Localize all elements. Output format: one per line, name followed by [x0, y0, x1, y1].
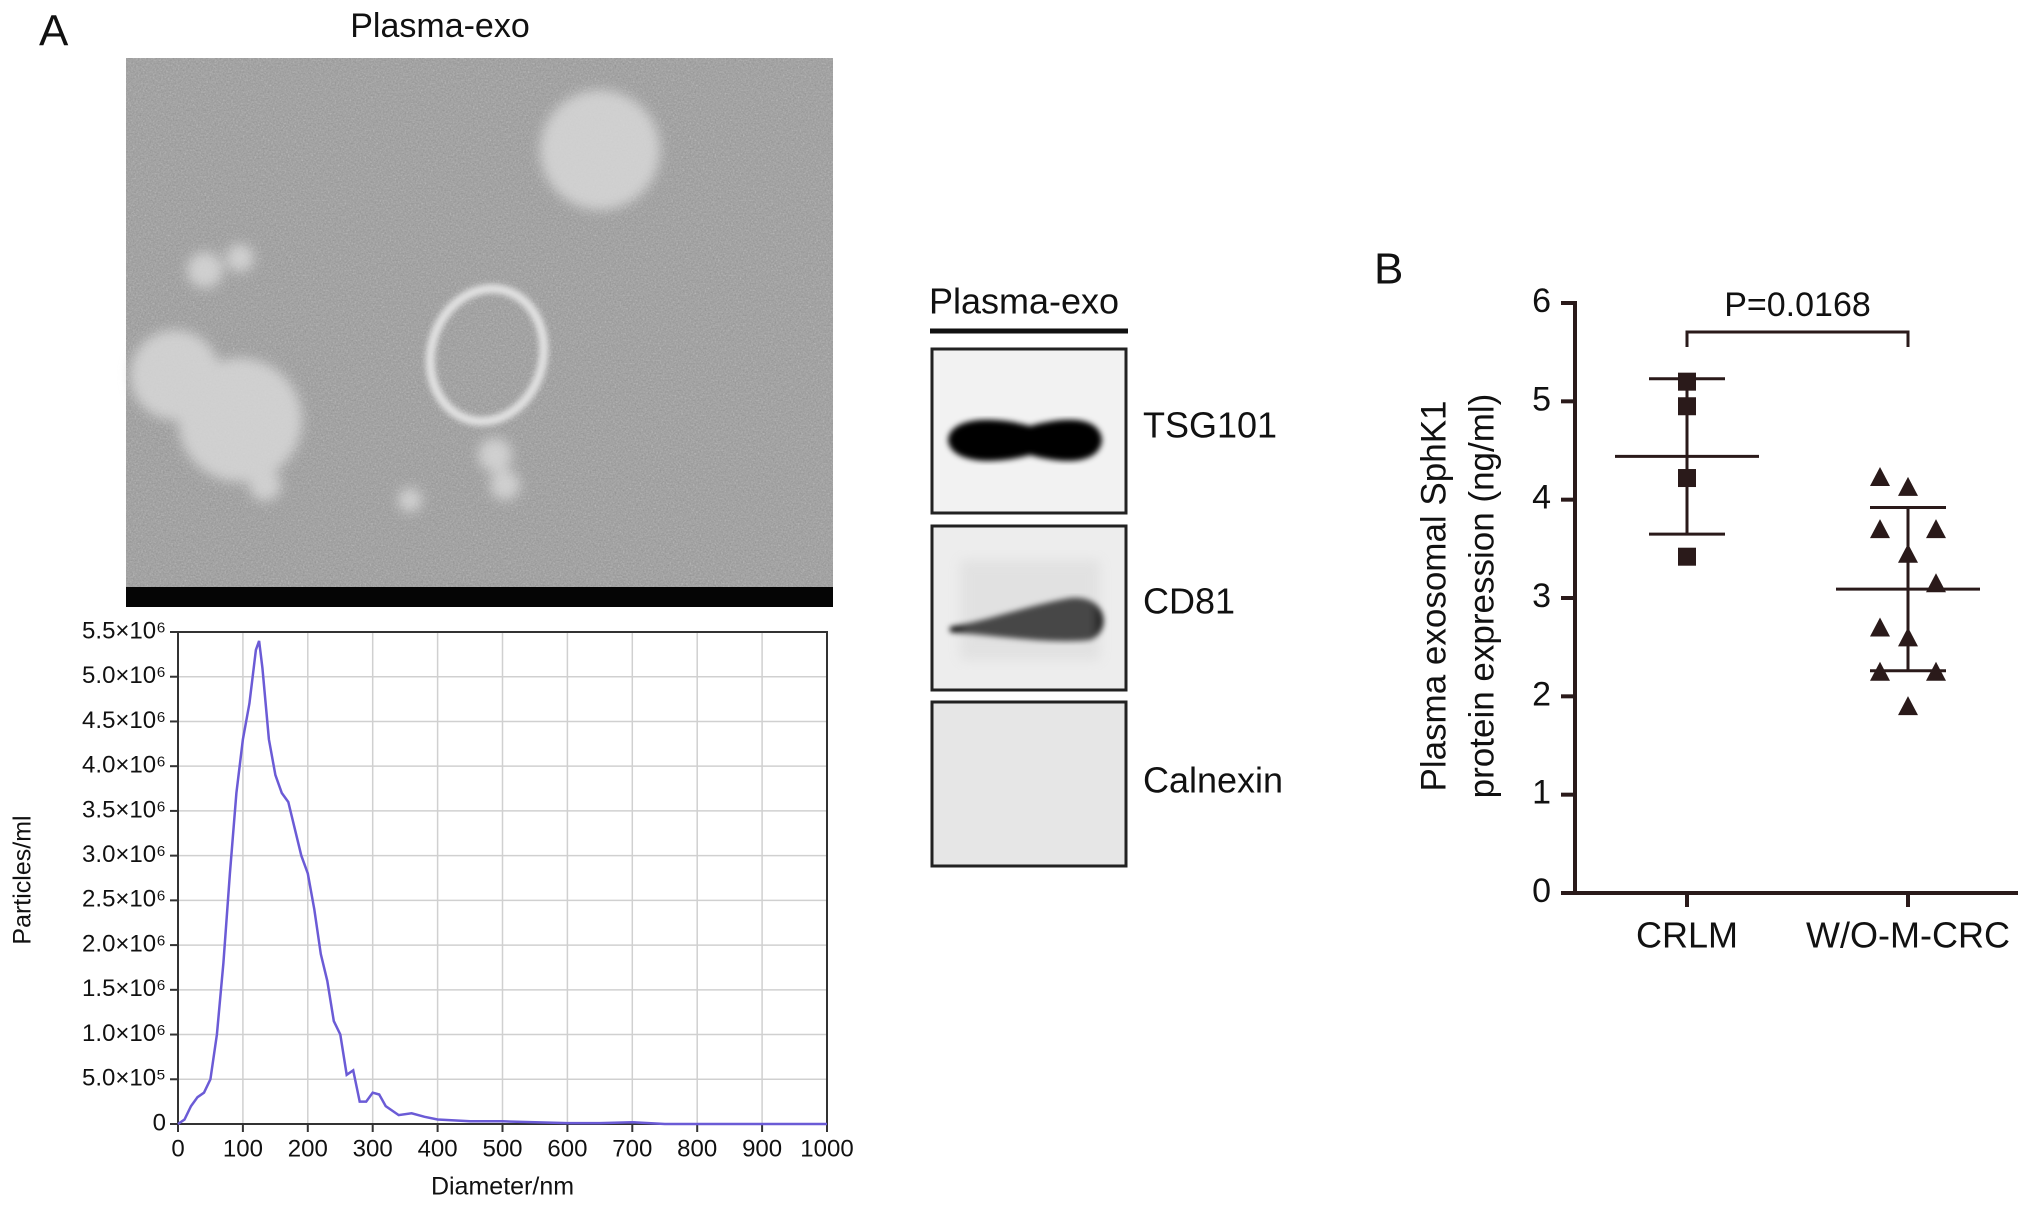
y-tick-label: 5.0×10⁵ [82, 1065, 166, 1092]
y-tick-label: 2 [1532, 675, 1551, 713]
y-tick-label: 4 [1532, 479, 1551, 517]
data-point [1678, 547, 1696, 566]
y-axis-label: Particles/ml [9, 815, 37, 944]
x-tick-label: 900 [742, 1135, 782, 1162]
y-tick-label: 1 [1532, 774, 1551, 812]
y-tick-label: 0 [1532, 872, 1551, 910]
x-tick-label: 800 [677, 1135, 717, 1162]
y-tick-label: 3.0×10⁶ [82, 841, 166, 868]
significance-bracket [1685, 330, 1910, 347]
x-tick-label: 1000 [800, 1135, 853, 1162]
x-tick-label: 300 [353, 1135, 393, 1162]
data-point [1870, 519, 1890, 539]
blot-title: Plasma-exo [929, 281, 1119, 322]
y-tick-label: 1.0×10⁶ [82, 1020, 166, 1047]
x-tick-label: 100 [223, 1135, 263, 1162]
x-axis-label: Diameter/nm [431, 1173, 574, 1201]
y-tick-label: 5.0×10⁶ [82, 662, 166, 689]
panel-label: B [1374, 245, 1403, 294]
data-point [1926, 519, 1946, 539]
y-tick-label: 2.5×10⁶ [82, 886, 166, 913]
data-point [1870, 467, 1890, 487]
y-tick-label: 6 [1532, 282, 1551, 320]
y-axis-label: protein expression (ng/ml) [1462, 394, 1501, 799]
x-tick-label: 600 [547, 1135, 587, 1162]
x-tick-label: 0 [171, 1135, 184, 1162]
tem-image [126, 58, 833, 607]
y-tick-label: 5.5×10⁶ [82, 617, 166, 644]
band-label: Calnexin [1143, 760, 1283, 801]
x-tick-label: 500 [482, 1135, 522, 1162]
data-point [1870, 617, 1890, 637]
y-tick-label: 3.5×10⁶ [82, 796, 166, 823]
y-tick-label: 0 [153, 1109, 166, 1136]
panel-label: A [39, 7, 69, 56]
data-point [1898, 476, 1918, 496]
data-line [177, 640, 827, 1126]
x-tick-label: 700 [612, 1135, 652, 1162]
x-tick-label: 400 [418, 1135, 458, 1162]
x-tick-label: W/O-M-CRC [1806, 915, 2010, 956]
data-point [1926, 573, 1946, 593]
y-tick-label: 3 [1532, 577, 1551, 615]
y-tick-label: 4.5×10⁶ [82, 707, 166, 734]
data-point [1898, 696, 1918, 716]
y-tick-label: 5 [1532, 380, 1551, 418]
y-tick-label: 4.0×10⁶ [82, 752, 166, 779]
y-tick-label: 1.5×10⁶ [82, 975, 166, 1002]
p-value: P=0.0168 [1724, 286, 1871, 324]
band-label: CD81 [1143, 581, 1235, 622]
western-blot [930, 347, 1128, 868]
y-axis-label: Plasma exosomal SphK1 [1414, 400, 1453, 791]
plot-frame [177, 631, 828, 1125]
band-label: TSG101 [1143, 405, 1277, 446]
tem-title: Plasma-exo [350, 7, 530, 45]
y-tick-label: 2.0×10⁶ [82, 930, 166, 957]
x-tick-label: CRLM [1636, 915, 1738, 956]
x-tick-label: 200 [288, 1135, 328, 1162]
